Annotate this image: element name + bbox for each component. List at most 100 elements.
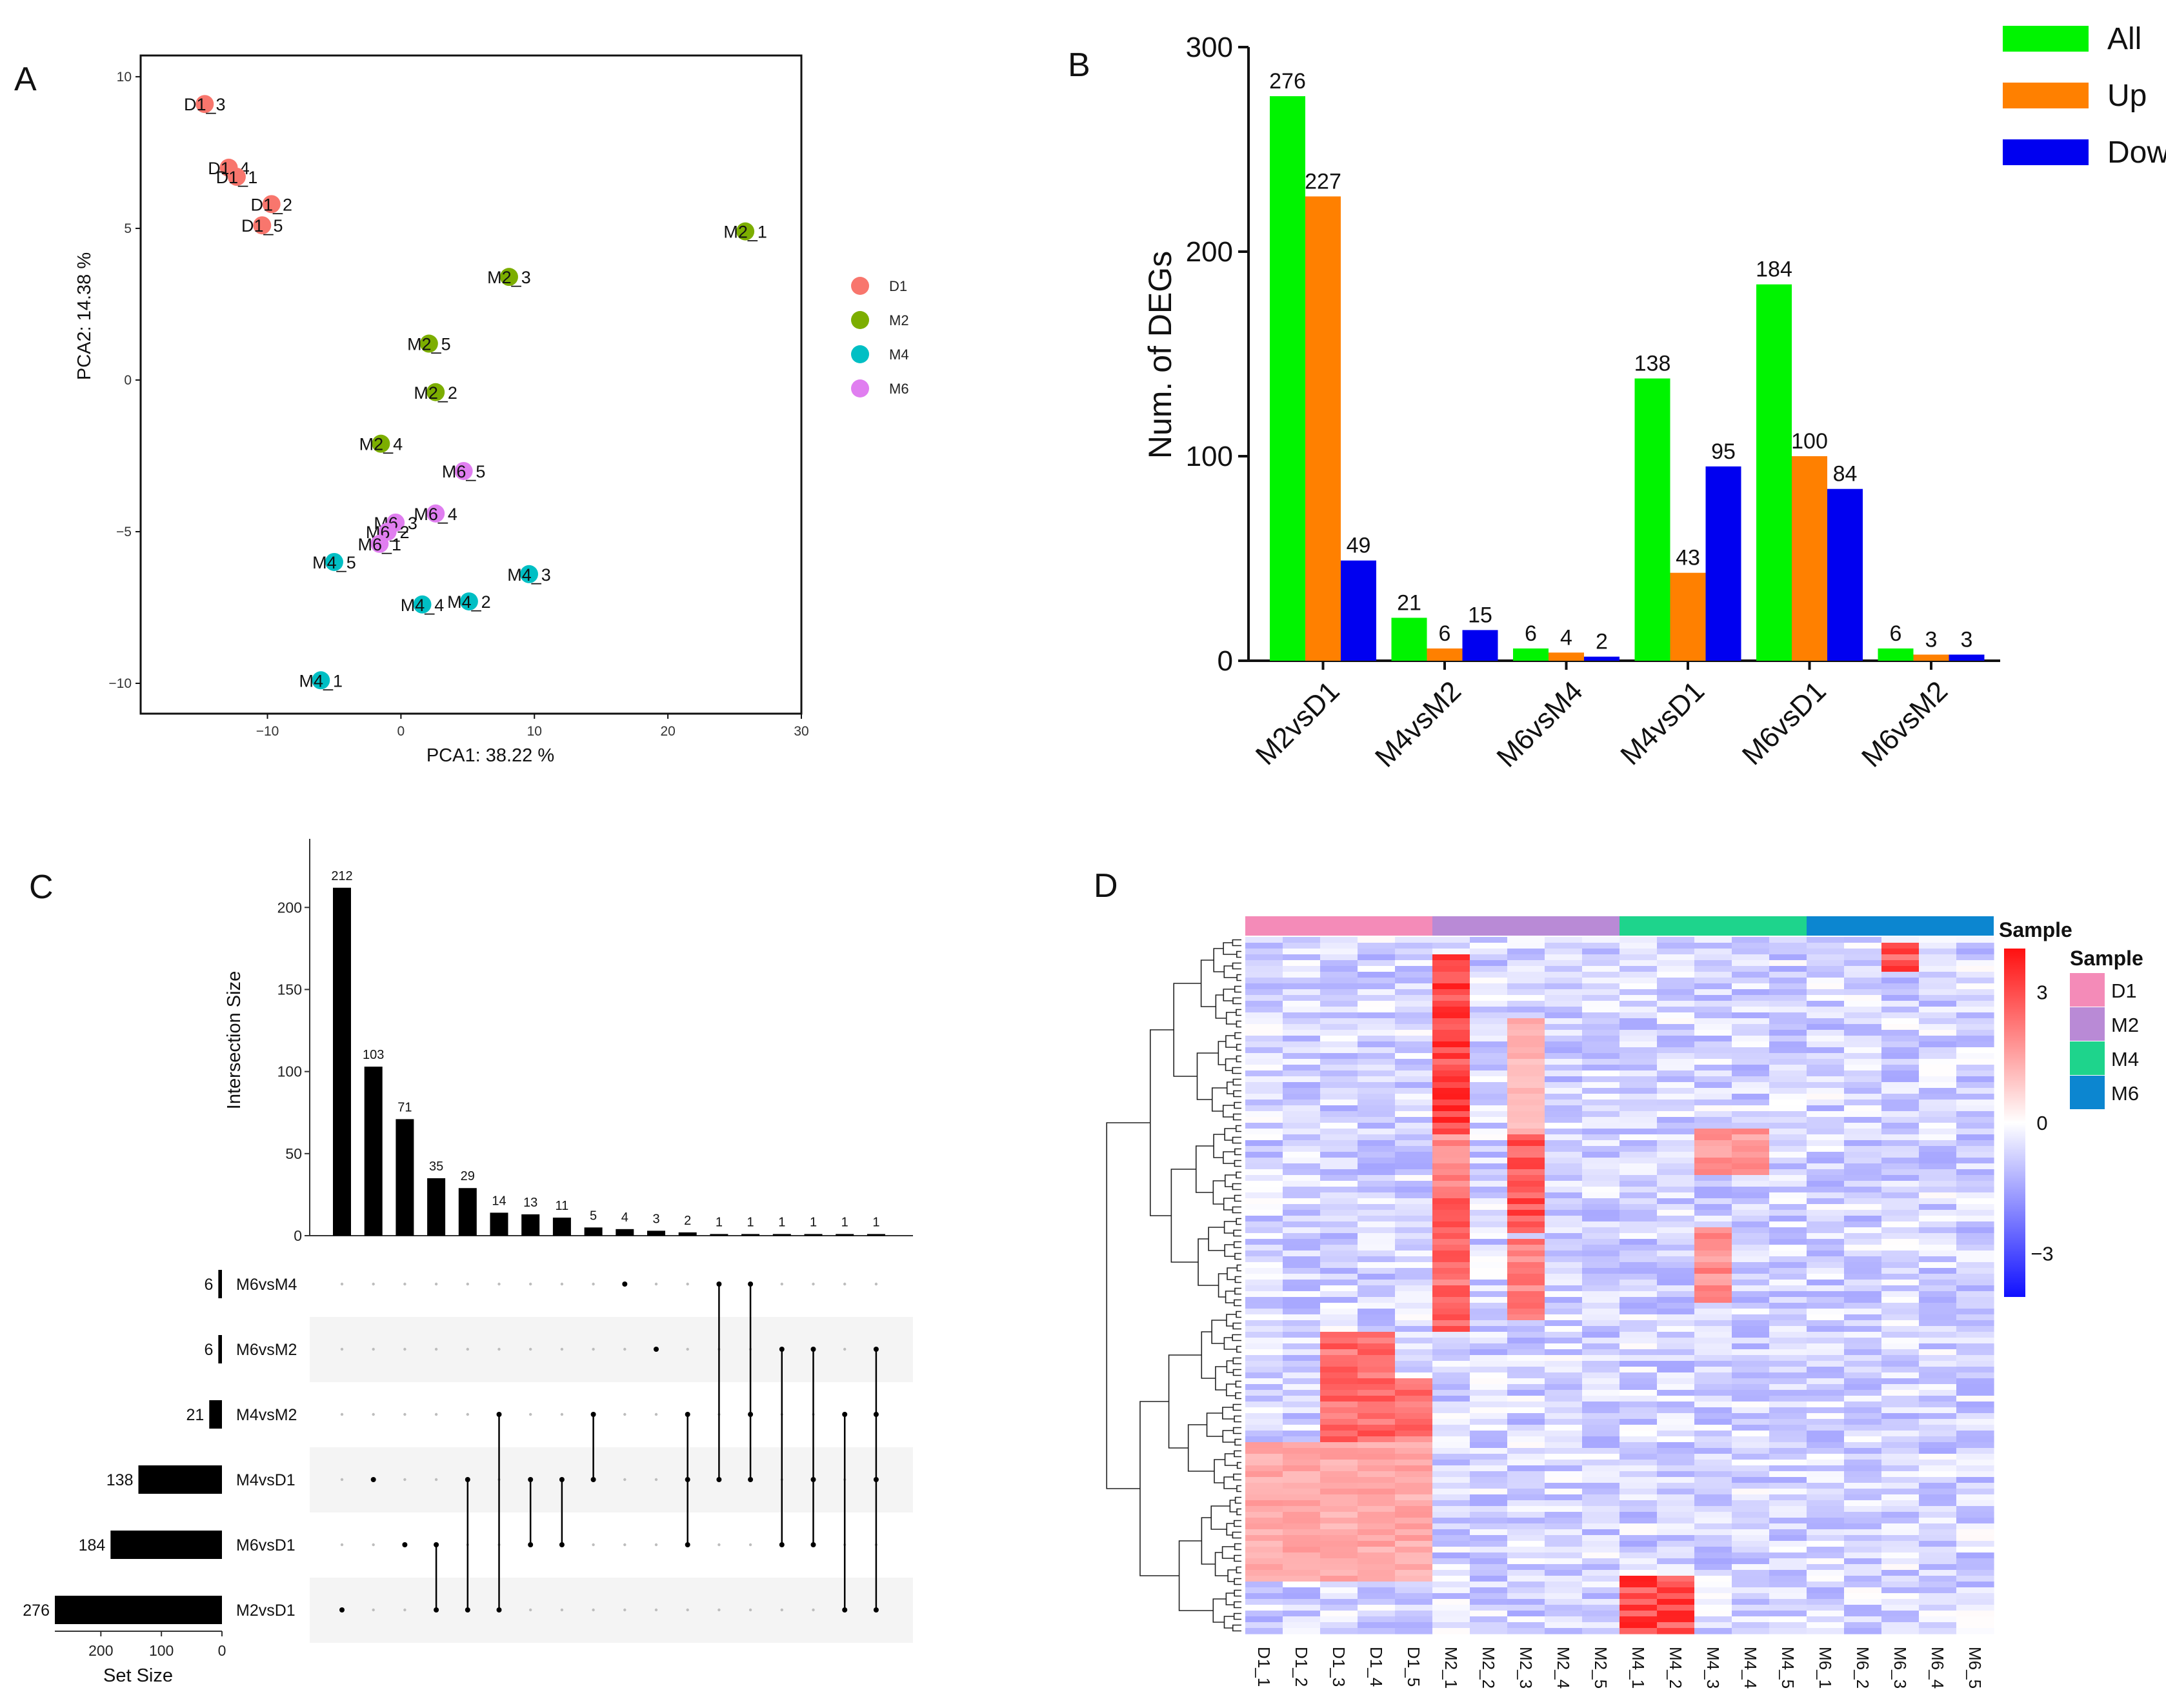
heatmap-cell bbox=[1769, 995, 1807, 1001]
heatmap-cell bbox=[1881, 1378, 1920, 1385]
heatmap-cell bbox=[1769, 1407, 1807, 1414]
heatmap-cell bbox=[1844, 1134, 1882, 1141]
heatmap-cell bbox=[1844, 1256, 1882, 1263]
heatmap-cell bbox=[1395, 1535, 1433, 1542]
heatmap-cell bbox=[1245, 1221, 1283, 1228]
heatmap-cell bbox=[1844, 1599, 1882, 1605]
heatmap-cell bbox=[1694, 1129, 1732, 1135]
heatmap-cell bbox=[1358, 1431, 1396, 1437]
heatmap-cell bbox=[1694, 966, 1732, 972]
heatmap-cell bbox=[1769, 1285, 1807, 1292]
heatmap-cell bbox=[1807, 1233, 1845, 1240]
heatmap-cell bbox=[1769, 1146, 1807, 1152]
heatmap-cell bbox=[1807, 1593, 1845, 1600]
heatmap-cell bbox=[1545, 1593, 1583, 1600]
heatmap-cell bbox=[1507, 1134, 1545, 1141]
heatmap-cell bbox=[1283, 1599, 1321, 1605]
heatmap-cell bbox=[1283, 1280, 1321, 1286]
heatmap-cell bbox=[1283, 1204, 1321, 1211]
heatmap-cell bbox=[1919, 1355, 1957, 1361]
heatmap-cell bbox=[1844, 1355, 1882, 1361]
heatmap-cell bbox=[1320, 1192, 1358, 1199]
pca-point bbox=[372, 434, 390, 453]
heatmap-cell bbox=[1245, 1413, 1283, 1420]
heatmap-cell bbox=[1283, 949, 1321, 955]
heatmap-cell bbox=[1245, 1163, 1283, 1170]
heatmap-cell bbox=[1807, 1582, 1845, 1588]
heatmap-cell bbox=[1470, 1361, 1508, 1367]
upset-matrix-empty-dot bbox=[780, 1608, 784, 1612]
heatmap-cell bbox=[1283, 1483, 1321, 1489]
heatmap-cell bbox=[1395, 978, 1433, 984]
heatmap-cell bbox=[1470, 1355, 1508, 1361]
heatmap-cell bbox=[1732, 1251, 1770, 1257]
heatmap-cell bbox=[1470, 1349, 1508, 1356]
upset-intersection-value: 1 bbox=[872, 1215, 879, 1229]
upset-set-size-value: 21 bbox=[186, 1406, 204, 1424]
heatmap-cell bbox=[1769, 1425, 1807, 1431]
heatmap-cell bbox=[1769, 1326, 1807, 1332]
heatmap-cell bbox=[1432, 1402, 1470, 1408]
heatmap-cell bbox=[1545, 1303, 1583, 1309]
bar-value-label: 4 bbox=[1560, 625, 1572, 650]
heatmap-cell bbox=[1619, 1123, 1658, 1129]
upset-intersection-bar bbox=[584, 1227, 603, 1236]
heatmap-cell bbox=[1919, 1529, 1957, 1536]
bar-y-tick-label: 300 bbox=[1186, 32, 1233, 63]
heatmap-cell bbox=[1881, 1611, 1920, 1617]
heatmap-cell bbox=[1320, 1280, 1358, 1286]
upset-matrix-empty-dot bbox=[654, 1282, 658, 1286]
heatmap-cell bbox=[1919, 1576, 1957, 1582]
heatmap-cell bbox=[1320, 1291, 1358, 1298]
upset-intersection-value: 35 bbox=[429, 1160, 443, 1174]
bar-category-label: M6vsM2 bbox=[1856, 675, 1954, 773]
heatmap-cell bbox=[1545, 1564, 1583, 1571]
heatmap-cell bbox=[1582, 949, 1620, 955]
heatmap-cell bbox=[1881, 1390, 1920, 1396]
heatmap-cell bbox=[1432, 1100, 1470, 1106]
heatmap-cell bbox=[1619, 1442, 1658, 1449]
heatmap-cell bbox=[1732, 1111, 1770, 1118]
heatmap-cell bbox=[1395, 1396, 1433, 1402]
heatmap-cell bbox=[1619, 1332, 1658, 1338]
heatmap-cell bbox=[1807, 1599, 1845, 1605]
dendrogram-branch bbox=[1233, 1613, 1241, 1620]
heatmap-cell bbox=[1844, 1088, 1882, 1094]
bar-value-label: 43 bbox=[1676, 546, 1700, 570]
heatmap-cell bbox=[1619, 1082, 1658, 1089]
heatmap-cell bbox=[1432, 1024, 1470, 1030]
heatmap-cell bbox=[1919, 1599, 1957, 1605]
heatmap-cell bbox=[1657, 943, 1695, 949]
heatmap-cell bbox=[1507, 1576, 1545, 1582]
heatmap-cell bbox=[1807, 1291, 1845, 1298]
heatmap-cell bbox=[1507, 1338, 1545, 1344]
heatmap-cell bbox=[1769, 1489, 1807, 1495]
heatmap-cell bbox=[1732, 1187, 1770, 1193]
heatmap-cell bbox=[1320, 1431, 1358, 1437]
heatmap-column-label: D1_3 bbox=[1329, 1647, 1349, 1687]
heatmap-cell bbox=[1694, 1564, 1732, 1571]
heatmap-cell bbox=[1956, 1152, 1994, 1158]
upset-intersection-value: 1 bbox=[778, 1215, 785, 1229]
heatmap-cell bbox=[1657, 1268, 1695, 1274]
heatmap-cell bbox=[1732, 1012, 1770, 1019]
heatmap-cell bbox=[1694, 1030, 1732, 1036]
heatmap-cell bbox=[1582, 1192, 1620, 1199]
heatmap-cell bbox=[1844, 1390, 1882, 1396]
heatmap-cell bbox=[1320, 1111, 1358, 1118]
heatmap-cell bbox=[1807, 1512, 1845, 1518]
heatmap-cell bbox=[1956, 1303, 1994, 1309]
heatmap-cell bbox=[1395, 1431, 1433, 1437]
heatmap-cell bbox=[1545, 1314, 1583, 1321]
heatmap-cell bbox=[1769, 1582, 1807, 1588]
heatmap-cell bbox=[1769, 1007, 1807, 1013]
heatmap-cell bbox=[1582, 1204, 1620, 1211]
heatmap-cell bbox=[1320, 1146, 1358, 1152]
heatmap-cell bbox=[1320, 1163, 1358, 1170]
heatmap-cell bbox=[1507, 1570, 1545, 1576]
heatmap-cell bbox=[1844, 1030, 1882, 1036]
heatmap-cell bbox=[1395, 1570, 1433, 1576]
heatmap-cell bbox=[1956, 1192, 1994, 1199]
heatmap-cell bbox=[1694, 1111, 1732, 1118]
heatmap-cell bbox=[1545, 1547, 1583, 1553]
